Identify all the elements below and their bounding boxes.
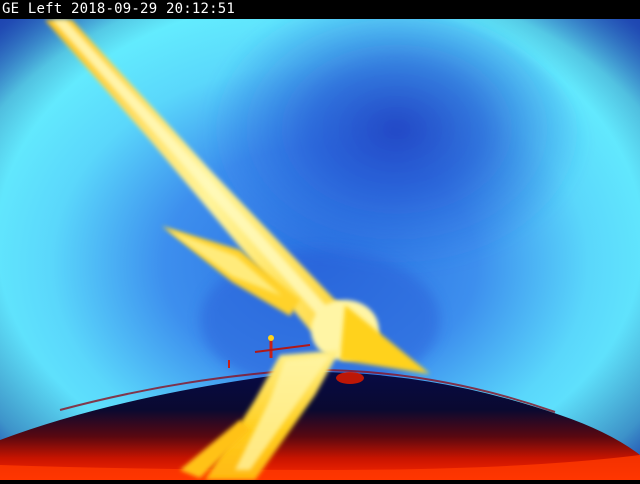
camera-timestamp-label: GE Left 2018-09-29 20:12:51 bbox=[2, 1, 235, 17]
nacelle-roof bbox=[0, 371, 640, 480]
timestamp-overlay-bar: GE Left 2018-09-29 20:12:51 bbox=[0, 0, 640, 19]
nacelle-body bbox=[340, 305, 430, 374]
